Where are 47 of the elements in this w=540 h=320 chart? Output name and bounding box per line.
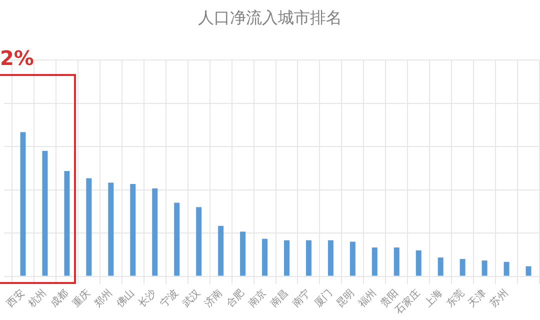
bar [328,240,334,276]
bar [394,247,400,276]
x-tick-label: 济南 [202,287,225,310]
bar [416,250,422,276]
bar [240,232,246,276]
bar [284,240,290,276]
bar [306,240,312,276]
x-tick-label: 上海 [422,287,445,310]
bar [482,260,488,276]
bar [438,258,444,276]
x-tick-label: 南京 [246,287,269,310]
x-tick-label: 郑州 [92,287,115,310]
x-tick-label: 厦门 [312,287,335,310]
bar [460,259,466,276]
x-tick-label: 重庆 [70,287,93,310]
bar [20,132,26,276]
bar [152,188,158,276]
x-tick-label: 宁波 [158,287,181,310]
bar [526,266,532,276]
x-tick-label: 苏州 [488,287,510,310]
x-tick-label: 天津 [466,287,489,310]
bar [262,238,268,276]
bar [174,202,180,276]
x-tick-label: 南昌 [268,287,291,310]
x-tick-label: 杭州 [26,287,49,310]
text: 2% [0,46,34,70]
bar [218,226,224,276]
chart-title: 人口净流入城市排名 [197,8,343,29]
x-tick-label: 南宁 [290,287,313,310]
x-tick-label: 东莞 [444,287,467,310]
bar [108,182,114,276]
x-tick-label: 合肥 [224,287,247,310]
bar [372,247,378,276]
x-tick-label: 福州 [356,287,379,310]
x-tick-label: 成都 [48,287,71,310]
bar [504,262,510,276]
x-tick-label: 佛山 [114,287,137,310]
bar [196,207,202,276]
x-tick-label: 武汉 [180,287,203,310]
bar [42,150,48,276]
x-tick-label: 西安 [4,287,27,310]
x-tick-label: 昆明 [334,288,357,310]
bar [86,178,92,276]
bar [350,242,356,276]
x-tick-label: 长沙 [136,287,159,310]
bar [64,171,70,276]
bar [130,184,136,276]
